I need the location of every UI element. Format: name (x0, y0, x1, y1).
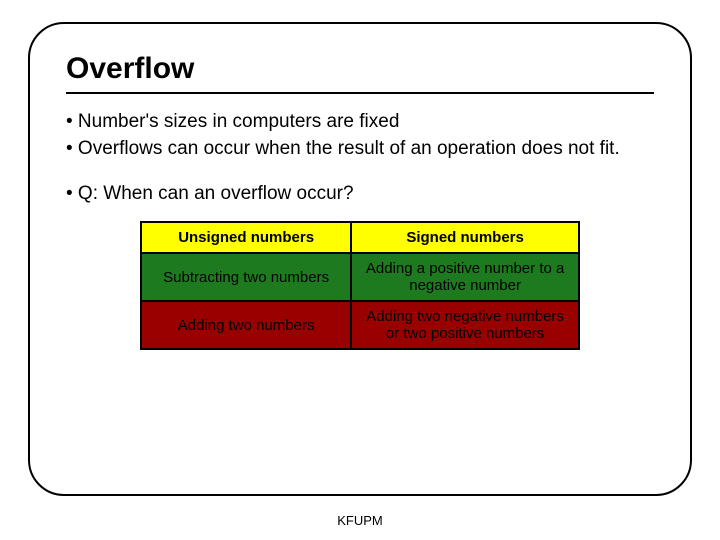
slide-title: Overflow (66, 52, 654, 86)
table-cell: Adding two negative numbers or two posit… (351, 301, 579, 349)
bullet-item: • Overflows can occur when the result of… (66, 137, 654, 162)
table-row: Subtracting two numbers Adding a positiv… (141, 253, 579, 301)
table-cell: Adding two numbers (141, 301, 351, 349)
table-header-cell: Unsigned numbers (141, 222, 351, 253)
table-header-cell: Signed numbers (351, 222, 579, 253)
table-header-row: Unsigned numbers Signed numbers (141, 222, 579, 253)
slide-frame: Overflow • Number's sizes in computers a… (28, 22, 692, 496)
title-underline (66, 92, 654, 94)
question-text: • Q: When can an overflow occur? (66, 183, 654, 205)
bullet-list: • Number's sizes in computers are fixed … (66, 110, 654, 161)
table-cell: Adding a positive number to a negative n… (351, 253, 579, 301)
table-row: Adding two numbers Adding two negative n… (141, 301, 579, 349)
footer-text: KFUPM (0, 513, 720, 528)
bullet-item: • Number's sizes in computers are fixed (66, 110, 654, 135)
table-cell: Subtracting two numbers (141, 253, 351, 301)
overflow-table: Unsigned numbers Signed numbers Subtract… (140, 221, 580, 350)
